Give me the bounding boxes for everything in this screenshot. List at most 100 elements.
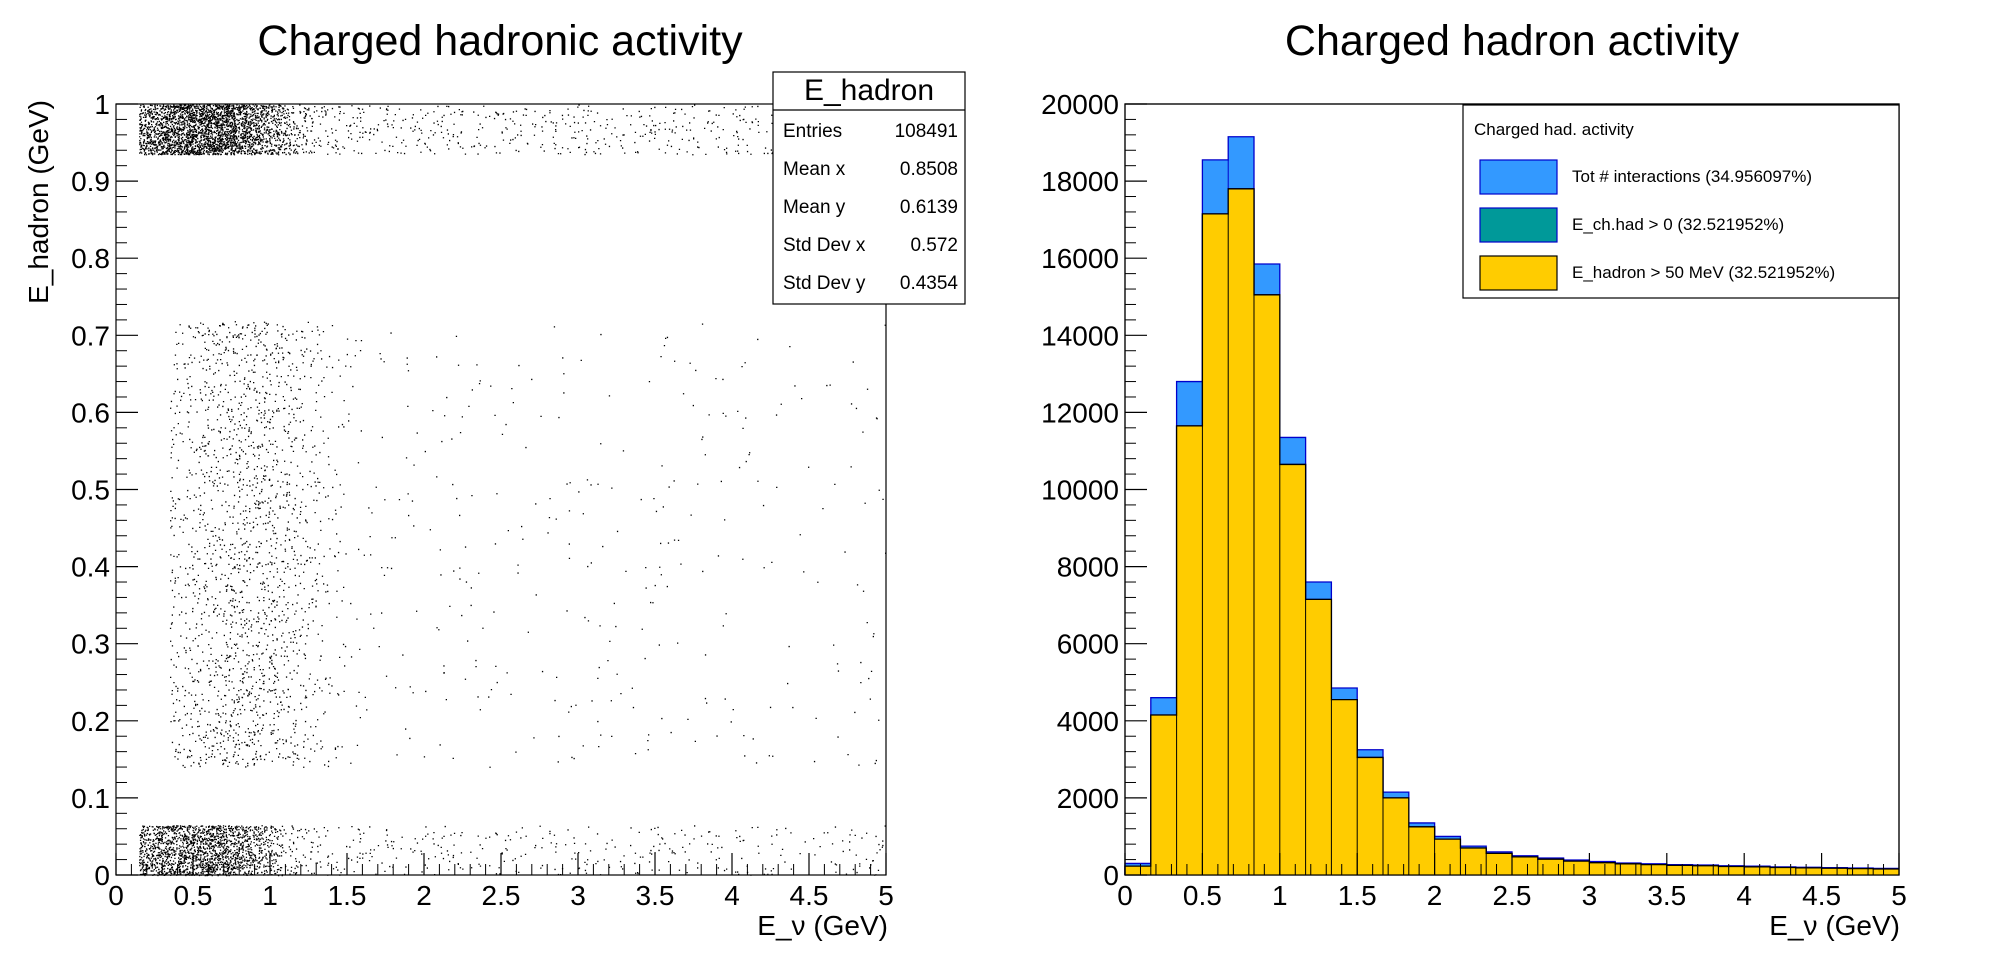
x-tick-label: 3.5 — [636, 880, 675, 911]
scatter-marker-cloud — [139, 104, 887, 156]
histogram-bar — [1228, 188, 1254, 875]
scatter-points — [139, 104, 887, 877]
stats-label: Std Dev y — [783, 273, 866, 294]
y-tick-label: 0.1 — [71, 783, 110, 814]
histogram-bar — [1150, 715, 1177, 875]
y-tick-label: 16000 — [1041, 243, 1119, 274]
stats-label: Mean y — [783, 197, 846, 218]
x-tick-label: 3.5 — [1647, 880, 1686, 911]
histogram-bar — [1795, 867, 1822, 875]
legend-swatch-ch-had — [1479, 207, 1558, 243]
legend-swatch-e-hadron — [1479, 255, 1558, 291]
x-tick-label: 4 — [724, 880, 740, 911]
x-tick-label: 1 — [262, 880, 278, 911]
histogram-bar — [1357, 757, 1384, 875]
histogram-bar — [1176, 425, 1203, 875]
histogram-bar — [1589, 862, 1616, 875]
histogram-bar — [1202, 213, 1229, 875]
histogram-bar — [1821, 868, 1848, 875]
series-2 — [1124, 188, 1899, 875]
x-tick-label: 5 — [1891, 880, 1907, 911]
stats-value: 0.6139 — [900, 197, 958, 218]
x-tick-label: 4 — [1736, 880, 1752, 911]
x-tick-label: 2.5 — [482, 880, 521, 911]
x-tick-label: 1 — [1272, 880, 1288, 911]
y-tick-label: 2000 — [1057, 783, 1119, 814]
y-tick-label: 0.4 — [71, 552, 110, 583]
histogram-bar — [1615, 863, 1641, 875]
stats-value: 0.8508 — [900, 159, 958, 180]
histogram-bar — [1486, 853, 1512, 875]
y-tick-label: 0.2 — [71, 706, 110, 737]
y-tick-label: 0 — [1103, 860, 1119, 891]
histogram-title: Charged hadron activity — [1285, 17, 1740, 65]
histogram-outline — [1124, 136, 1899, 875]
stats-box: E_hadron Entries 108491 Mean x 0.8508 Me… — [772, 71, 966, 305]
histogram-bar — [1847, 868, 1874, 875]
x-tick-label: 1.5 — [328, 880, 367, 911]
scatter-y-axis: 0 0.1 0.2 0.3 0.4 0.5 0.6 0.7 0.8 0.9 1 — [71, 89, 138, 891]
y-tick-label: 14000 — [1041, 320, 1119, 351]
y-tick-label: 0.3 — [71, 629, 110, 660]
y-tick-label: 18000 — [1041, 166, 1119, 197]
histogram-bar — [1512, 856, 1538, 875]
x-tick-label: 3 — [570, 880, 586, 911]
x-tick-label: 3 — [1582, 880, 1598, 911]
histogram-bar — [1383, 797, 1409, 875]
x-tick-label: 2 — [416, 880, 432, 911]
legend-label: E_hadron > 50 MeV (32.521952%) — [1572, 263, 1835, 282]
stats-value: 108491 — [895, 121, 958, 142]
histogram-bar — [1279, 464, 1306, 875]
y-tick-label: 0.6 — [71, 397, 110, 428]
legend: Charged had. activity Tot # interactions… — [1462, 104, 1900, 299]
legend-swatch-total — [1479, 159, 1558, 195]
histogram-bars — [1124, 103, 1900, 876]
y-tick-label: 20000 — [1041, 89, 1119, 120]
scatter-panel: Charged hadronic activity 0 0.5 1 1.5 2 2.5 3 3… — [23, 17, 966, 941]
y-tick-label: 1 — [94, 89, 110, 120]
scatter-marker-cloud — [139, 825, 886, 877]
scatter-y-axis-title: E_hadron (GeV) — [23, 100, 54, 304]
histogram-bar — [1873, 869, 1899, 875]
x-tick-label: 5 — [878, 880, 894, 911]
histogram-bar — [1666, 865, 1693, 875]
x-tick-label: 2.5 — [1493, 880, 1532, 911]
legend-header: Charged had. activity — [1474, 120, 1634, 139]
histogram-bar — [1640, 864, 1667, 875]
histogram-bar — [1718, 866, 1745, 875]
histogram-bar — [1460, 848, 1487, 875]
y-tick-label: 0 — [94, 860, 110, 891]
y-tick-label: 8000 — [1057, 552, 1119, 583]
stats-box-title: E_hadron — [804, 74, 934, 107]
stats-value: 0.572 — [910, 235, 958, 256]
histogram-bar — [1537, 859, 1564, 875]
histogram-bar — [1434, 839, 1461, 875]
legend-label: E_ch.had > 0 (32.521952%) — [1572, 215, 1784, 234]
x-tick-label: 0 — [1117, 880, 1133, 911]
y-tick-label: 0.7 — [71, 320, 110, 351]
stats-label: Std Dev x — [783, 235, 866, 256]
x-tick-label: 1.5 — [1338, 880, 1377, 911]
histogram-bar — [1125, 866, 1151, 875]
histogram-bar — [1692, 865, 1719, 875]
histogram-bar — [1253, 294, 1280, 875]
y-tick-label: 0.8 — [71, 243, 110, 274]
histogram-bar — [1331, 699, 1358, 875]
stats-value: 0.4354 — [900, 273, 959, 294]
histogram-y-axis: 0 2000 4000 6000 8000 10000 12000 14000 16000 180… — [1041, 89, 1147, 891]
histogram-x-axis-title: E_ν (GeV) — [1769, 910, 1900, 941]
histogram-panel: Charged hadron activity 0 0.5 1 1.5 2 2.5 3 3.5… — [1041, 17, 1907, 941]
x-tick-label: 2 — [1427, 880, 1443, 911]
scatter-title: Charged hadronic activity — [257, 17, 743, 65]
legend-label: Tot # interactions (34.956097%) — [1572, 167, 1812, 186]
y-tick-label: 4000 — [1057, 706, 1119, 737]
y-tick-label: 12000 — [1041, 397, 1119, 428]
x-tick-label: 4.5 — [790, 880, 829, 911]
y-tick-label: 0.9 — [71, 166, 110, 197]
stats-box-frame — [772, 71, 966, 305]
histogram-x-axis: 0 0.5 1 1.5 2 2.5 3 3.5 4 4.5 5 — [1117, 853, 1907, 911]
stats-label: Entries — [783, 121, 842, 142]
x-tick-label: 0 — [108, 880, 124, 911]
x-tick-label: 4.5 — [1802, 880, 1841, 911]
